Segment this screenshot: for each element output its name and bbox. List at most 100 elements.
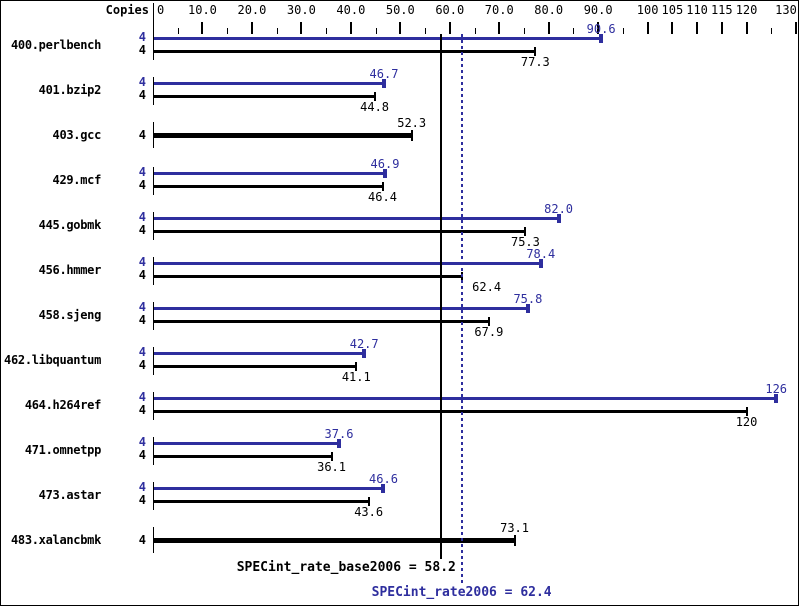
- peak-value-label: 90.6: [586, 22, 616, 36]
- group-axis-segment: [153, 392, 154, 420]
- axis-tick-minor: [375, 28, 377, 34]
- group-axis-segment: [153, 302, 154, 330]
- base-bar: [154, 365, 357, 368]
- axis-tick-label: 40.0: [336, 3, 366, 17]
- copies-value-base: 4: [138, 43, 146, 57]
- peak-bar-end-tick: [382, 169, 387, 178]
- base-bar-end-tick: [534, 47, 537, 56]
- axis-tick-label: 0: [157, 3, 165, 17]
- base-bar: [154, 320, 489, 323]
- base-bar: [154, 185, 383, 188]
- peak-value-label: 46.6: [369, 472, 398, 486]
- axis-tick-major: [720, 22, 723, 34]
- copies-value-peak: 4: [138, 210, 146, 224]
- benchmark-label: 464.h264ref: [24, 398, 101, 412]
- copies-value-base: 4: [138, 268, 146, 282]
- benchmark-label: 429.mcf: [52, 173, 102, 187]
- group-axis-segment: [153, 122, 154, 148]
- peak-value-label: 46.9: [370, 157, 400, 171]
- base-value-label: 36.1: [317, 460, 346, 474]
- base-bar-end-tick: [487, 317, 490, 326]
- axis-tick-label: 70.0: [484, 3, 514, 17]
- copies-value-peak: 4: [138, 390, 146, 404]
- copies-value-base: 4: [138, 178, 146, 192]
- base-reference-line: [439, 34, 442, 559]
- axis-tick-minor: [425, 28, 427, 34]
- base-value-label: 67.9: [474, 325, 504, 339]
- peak-value-label: 46.7: [369, 67, 399, 81]
- axis-tick-label: 105: [661, 3, 684, 17]
- copies-value-base: 4: [138, 313, 146, 327]
- group-axis-segment: [153, 347, 154, 375]
- axis-tick-major: [498, 22, 501, 34]
- base-bar: [154, 455, 332, 458]
- peak-bar: [154, 37, 602, 40]
- copies-value-base: 4: [138, 128, 146, 142]
- axis-tick-major: [349, 22, 352, 34]
- peak-bar-end-tick: [599, 34, 604, 43]
- axis-tick-minor: [771, 28, 773, 34]
- base-bar-end-tick: [745, 407, 748, 416]
- axis-tick-label: 115: [710, 3, 733, 17]
- peak-bar-end-tick: [381, 484, 386, 493]
- axis-tick-label: 100: [636, 3, 659, 17]
- axis-tick-major: [597, 22, 600, 34]
- copies-value-base: 4: [138, 448, 146, 462]
- peak-reference-line: [460, 34, 463, 585]
- copies-value-base: 4: [138, 223, 146, 237]
- axis-tick-minor: [474, 28, 476, 34]
- base-bar-end-tick: [524, 227, 527, 236]
- peak-bar-end-tick: [538, 259, 543, 268]
- axis-tick-minor: [622, 28, 624, 34]
- base-bar: [154, 410, 747, 413]
- peak-bar-end-tick: [774, 394, 779, 403]
- benchmark-label: 462.libquantum: [4, 353, 101, 367]
- axis-tick-label: 10.0: [188, 3, 217, 17]
- group-axis-segment: [153, 257, 154, 285]
- peak-value-label: 42.7: [349, 337, 379, 351]
- benchmark-label: 458.sjeng: [38, 308, 102, 322]
- base-bar-end-tick: [513, 535, 516, 546]
- base-value-label: 120: [735, 415, 758, 429]
- base-bar: [154, 275, 462, 278]
- peak-bar: [154, 442, 339, 445]
- axis-tick-major: [671, 22, 674, 34]
- axis-tick-label: 80.0: [534, 3, 564, 17]
- axis-tick-major: [448, 22, 451, 34]
- base-value-label: 44.8: [360, 100, 390, 114]
- base-bar: [154, 95, 375, 98]
- base-value-label: 73.1: [500, 521, 530, 535]
- benchmark-label: 401.bzip2: [38, 83, 102, 97]
- axis-tick-label: 50.0: [385, 3, 415, 17]
- axis-tick-major: [399, 22, 402, 34]
- copies-value-peak: 4: [138, 435, 146, 449]
- group-axis-segment: [153, 167, 154, 195]
- copies-column-header: Copies: [105, 3, 149, 17]
- peak-bar-end-tick: [362, 349, 367, 358]
- base-value-label: 41.1: [341, 370, 371, 384]
- peak-value-label: 78.4: [526, 247, 556, 261]
- copies-value-base: 4: [138, 88, 146, 102]
- group-axis-segment: [153, 482, 154, 510]
- peak-bar-end-tick: [556, 214, 561, 223]
- axis-tick-major: [250, 22, 253, 34]
- group-axis-segment: [153, 437, 154, 465]
- copies-value-peak: 4: [138, 345, 146, 359]
- peak-bar: [154, 82, 384, 85]
- benchmark-label: 403.gcc: [52, 128, 102, 142]
- copies-value-peak: 4: [138, 30, 146, 44]
- group-axis-segment: [153, 212, 154, 240]
- axis-tick-label: 130: [775, 3, 797, 17]
- copies-value-peak: 4: [138, 75, 146, 89]
- axis-tick-major: [696, 22, 699, 34]
- axis-tick-label: 60.0: [435, 3, 465, 17]
- axis-tick-major: [795, 22, 797, 34]
- base-bar: [154, 133, 412, 138]
- axis-tick-label: 90.0: [583, 3, 613, 17]
- base-value-label: 62.4: [472, 280, 502, 294]
- base-bar: [154, 538, 515, 543]
- benchmark-label: 445.gobmk: [38, 218, 102, 232]
- base-bar-end-tick: [367, 497, 370, 506]
- peak-bar: [154, 397, 777, 400]
- base-summary-text: SPECint_rate_base2006 = 58.2: [236, 560, 456, 575]
